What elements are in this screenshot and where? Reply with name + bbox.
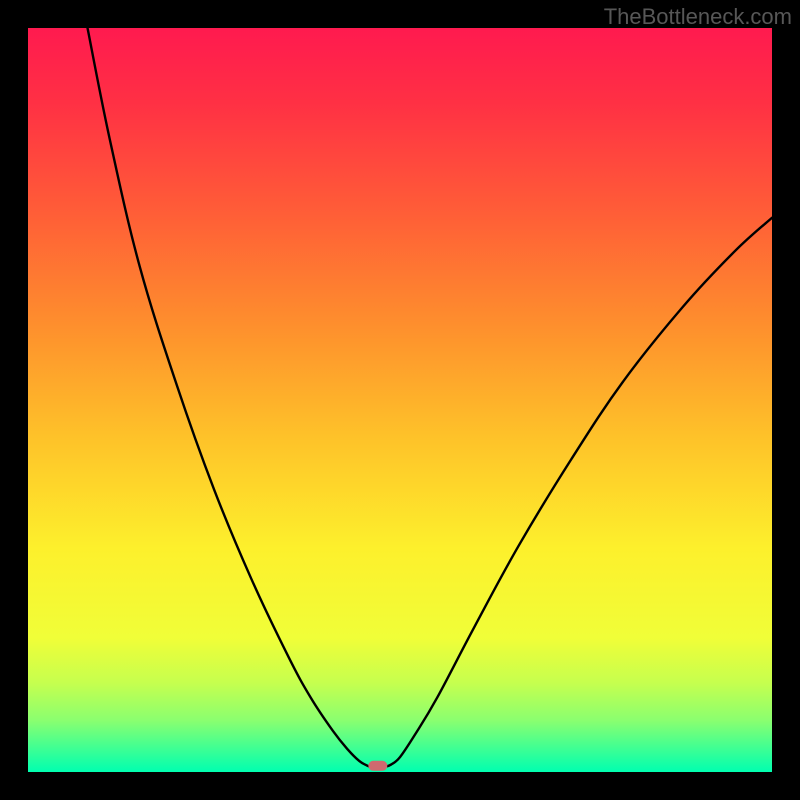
watermark-text: TheBottleneck.com: [604, 4, 792, 30]
minimum-marker: [368, 761, 387, 771]
bottleneck-curve: [28, 28, 772, 772]
plot-area: [28, 28, 772, 772]
